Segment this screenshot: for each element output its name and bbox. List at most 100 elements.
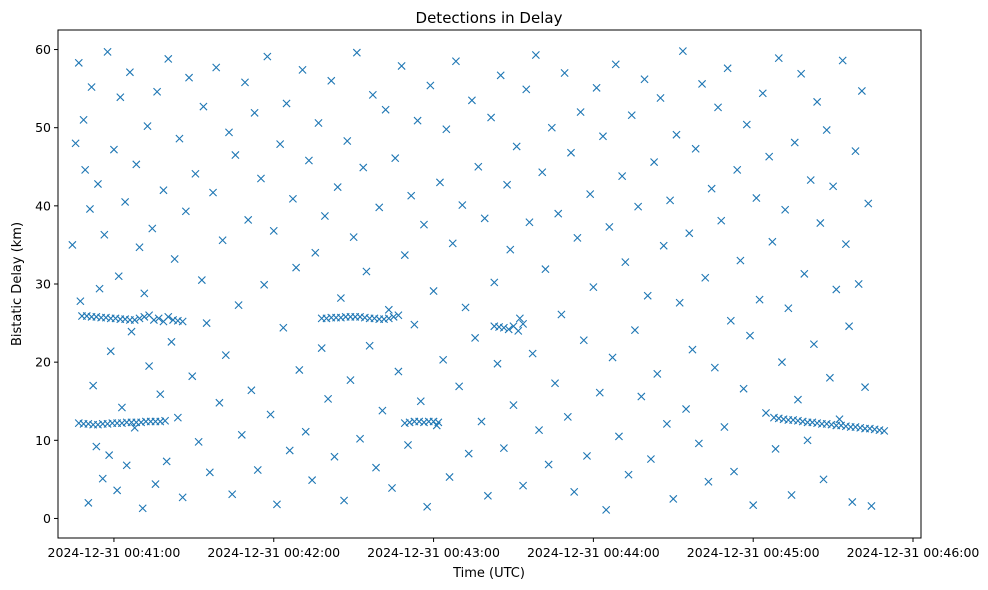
data-point-marker [864,199,873,208]
data-point-marker [71,139,80,148]
data-point-marker [92,442,101,451]
chart-title: Detections in Delay [416,9,563,27]
data-point-marker [880,426,889,435]
x-axis-label: Time (UTC) [452,566,525,581]
data-point-marker [116,93,125,102]
data-point-marker [113,486,122,495]
y-axis: 0 10 20 30 40 50 60 [35,42,58,526]
data-point-marker [803,436,812,445]
y-tick-label: 0 [43,511,51,526]
data-point-marker [832,285,841,294]
data-point-marker [178,317,187,326]
data-point-marker [582,451,591,460]
data-point-marker [394,311,403,320]
data-point-marker [221,351,230,360]
data-point-marker [400,251,409,260]
data-point-marker [263,52,272,61]
data-point-marker [531,51,540,59]
data-point-marker [611,60,620,69]
data-point-marker [121,197,130,206]
data-point-marker [717,216,726,225]
data-point-marker [324,394,333,403]
data-point-marker [140,289,149,298]
data-point-marker [474,162,483,171]
data-point-marker [231,151,240,160]
data-point-marker [774,54,783,63]
data-point-marker [153,87,162,96]
data-point-marker [178,493,187,502]
data-point-marker [851,147,860,156]
data-point-marker [829,182,838,191]
data-point-marker [397,61,406,70]
data-point-marker [388,483,397,492]
data-point-marker [314,119,323,127]
plot-background [58,30,921,538]
data-point-marker [356,434,365,443]
data-point-marker [519,319,528,328]
data-point-marker [320,212,329,220]
data-point-marker [269,226,278,235]
data-point-marker [547,123,556,132]
data-point-marker [109,145,118,154]
data-point-marker [720,423,729,432]
data-point-marker [68,240,77,249]
data-point-marker [797,69,806,78]
data-point-marker [122,461,131,470]
data-point-marker [389,312,398,321]
data-point-marker [173,413,182,422]
data-point-marker [442,125,451,134]
data-point-marker [694,439,703,448]
data-point-marker [127,327,136,336]
data-point-marker [365,341,374,350]
data-point-marker [771,444,780,453]
data-point-marker [512,142,521,151]
data-point-marker [247,386,256,395]
data-point-marker [381,105,390,114]
data-point-marker [164,54,173,63]
data-point-marker [384,305,393,314]
data-point-marker [816,219,825,228]
markers-layer [68,48,889,514]
data-point-marker [781,205,790,214]
x-tick-label: 2024-12-31 00:43:00 [367,545,500,560]
data-point-marker [276,140,285,149]
data-point-marker [145,362,154,371]
data-point-marker [544,460,553,469]
data-point-marker [340,496,349,505]
data-point-marker [336,294,345,303]
x-tick-label: 2024-12-31 00:42:00 [207,545,340,560]
data-point-marker [197,276,206,285]
data-point-marker [800,269,809,278]
data-point-marker [346,376,355,385]
data-point-marker [419,220,428,229]
data-point-marker [240,78,249,87]
data-point-marker [499,444,508,453]
data-point-marker [602,505,611,514]
data-point-marker [746,331,754,340]
data-point-marker [250,108,259,117]
data-point-marker [435,178,444,187]
data-point-marker [95,284,104,293]
y-tick-label: 60 [35,42,51,57]
data-point-marker [579,336,588,345]
data-point-marker [130,423,139,432]
data-point-marker [653,369,662,378]
data-point-marker [84,498,93,507]
data-point-marker [605,222,614,231]
data-point-marker [85,204,94,213]
data-point-marker [394,367,403,376]
data-point-marker [627,111,636,120]
data-point-marker [701,273,710,282]
data-point-marker [237,430,246,439]
data-point-marker [845,322,854,331]
data-point-marker [423,502,432,511]
data-point-marker [162,457,171,466]
data-point-marker [499,323,508,332]
data-point-marker [327,76,336,85]
data-point-marker [761,408,770,417]
data-point-marker [576,108,585,117]
data-point-marker [156,390,165,399]
data-point-marker [685,229,694,238]
data-point-marker [416,397,425,406]
